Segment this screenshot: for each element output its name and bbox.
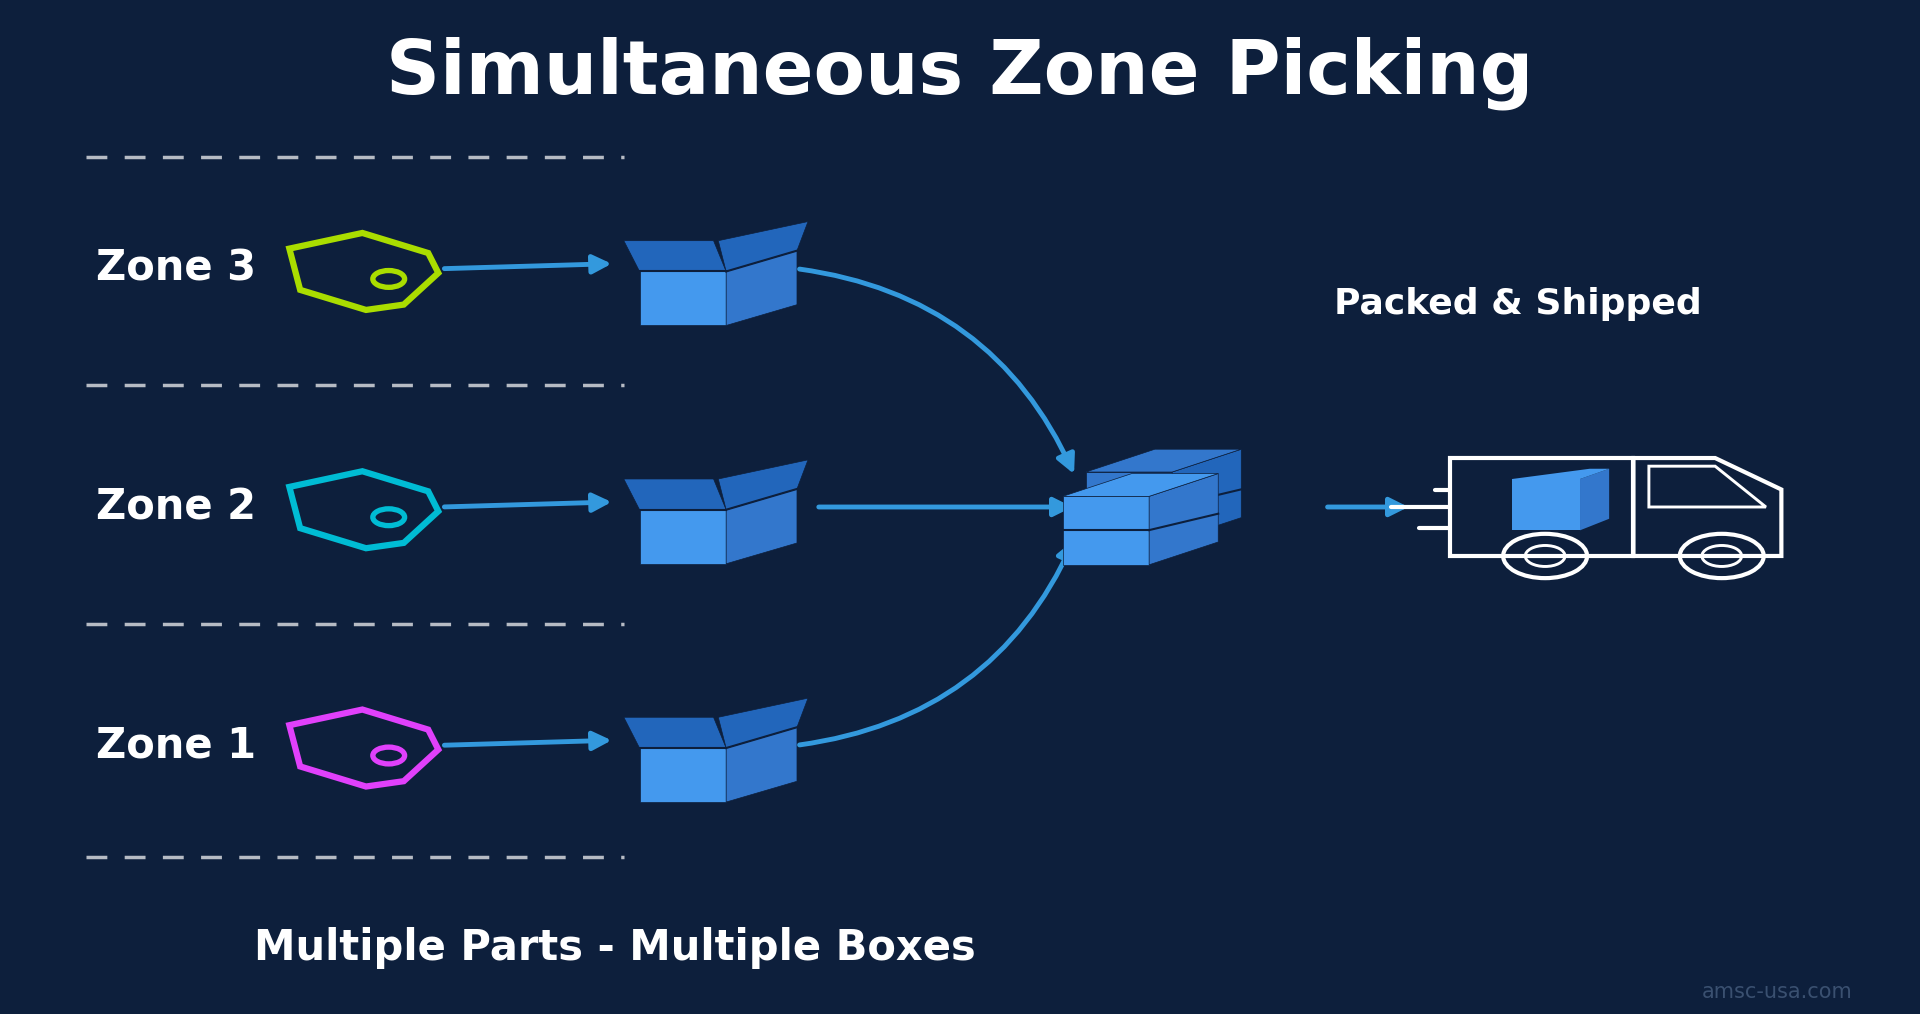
Polygon shape — [624, 717, 726, 748]
Polygon shape — [1513, 479, 1580, 530]
Polygon shape — [1171, 449, 1240, 540]
Text: amsc-usa.com: amsc-usa.com — [1701, 982, 1853, 1002]
Polygon shape — [624, 240, 726, 272]
Polygon shape — [1064, 497, 1148, 565]
FancyArrowPatch shape — [799, 269, 1073, 469]
Polygon shape — [718, 698, 808, 748]
Polygon shape — [718, 222, 808, 272]
Text: Zone 3: Zone 3 — [96, 247, 255, 290]
Polygon shape — [726, 489, 797, 564]
Polygon shape — [1513, 468, 1609, 479]
Polygon shape — [1580, 468, 1609, 530]
FancyArrowPatch shape — [799, 545, 1073, 745]
Polygon shape — [1064, 474, 1217, 497]
Polygon shape — [726, 727, 797, 802]
Polygon shape — [1087, 449, 1240, 473]
Text: Packed & Shipped: Packed & Shipped — [1334, 287, 1703, 321]
Text: Zone 2: Zone 2 — [96, 486, 255, 528]
Polygon shape — [639, 510, 726, 564]
Polygon shape — [726, 250, 797, 325]
Polygon shape — [639, 748, 726, 802]
Text: Simultaneous Zone Picking: Simultaneous Zone Picking — [386, 37, 1534, 110]
Text: Multiple Parts - Multiple Boxes: Multiple Parts - Multiple Boxes — [253, 927, 975, 969]
Polygon shape — [1148, 474, 1217, 565]
Polygon shape — [1087, 473, 1171, 540]
Polygon shape — [624, 479, 726, 510]
Text: Zone 1: Zone 1 — [96, 724, 255, 767]
Polygon shape — [718, 460, 808, 510]
Polygon shape — [639, 272, 726, 325]
